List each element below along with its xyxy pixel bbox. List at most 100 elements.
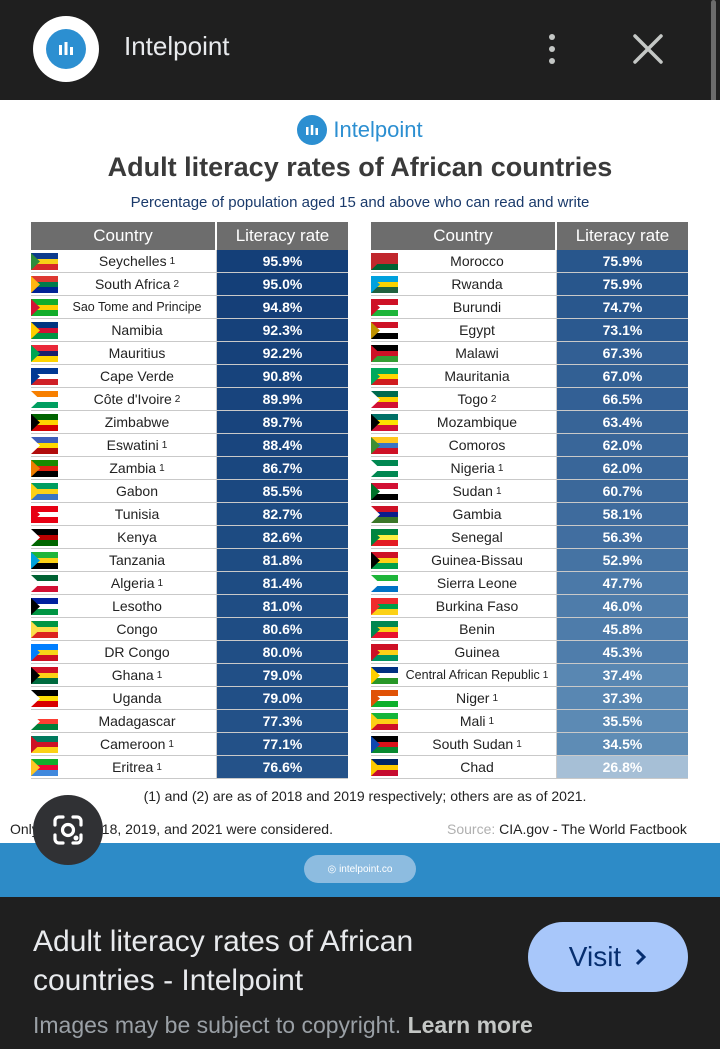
literacy-rate-cell: 79.0%: [217, 687, 348, 709]
country-flag-icon: [371, 460, 398, 477]
country-name: Zambia 1: [58, 457, 217, 479]
country-flag-icon: [31, 644, 58, 661]
preview-image[interactable]: Intelpoint Adult literacy rates of Afric…: [0, 100, 720, 897]
country-name: Algeria 1: [58, 572, 217, 594]
literacy-rate-cell: 62.0%: [557, 434, 688, 456]
literacy-rate-cell: 67.0%: [557, 365, 688, 387]
country-label: Togo: [457, 391, 488, 407]
table-row: Burkina Faso 46.0%: [371, 595, 688, 618]
literacy-rate-cell: 75.9%: [557, 250, 688, 272]
table-row: Benin 45.8%: [371, 618, 688, 641]
country-flag-icon: [371, 322, 398, 339]
literacy-rate-cell: 94.8%: [217, 296, 348, 318]
country-name: Nigeria 1: [398, 457, 557, 479]
country-name: Zimbabwe: [58, 411, 217, 433]
literacy-rate-cell: 58.1%: [557, 503, 688, 525]
country-name: Tunisia: [58, 503, 217, 525]
copyright-text: Images may be subject to copyright.: [33, 1012, 402, 1038]
table-row: Sao Tome and Principe 94.8%: [31, 296, 348, 319]
literacy-rate-cell: 85.5%: [217, 480, 348, 502]
literacy-rate-cell: 52.9%: [557, 549, 688, 571]
country-name: Madagascar: [58, 710, 217, 732]
country-name: Malawi: [398, 342, 557, 364]
table-row: Mauritius 92.2%: [31, 342, 348, 365]
country-label: Burkina Faso: [435, 598, 519, 614]
table-row: Zimbabwe 89.7%: [31, 411, 348, 434]
footnote-marker: 1: [495, 485, 502, 497]
literacy-rate-cell: 88.4%: [217, 434, 348, 456]
infographic-title: Adult literacy rates of African countrie…: [107, 152, 613, 182]
country-flag-icon: [371, 276, 398, 293]
country-label: Namibia: [111, 322, 163, 338]
table-row: Guinea 45.3%: [371, 641, 688, 664]
country-flag-icon: [371, 253, 398, 270]
country-name: South Africa 2: [58, 273, 217, 295]
country-flag-icon: [31, 759, 58, 776]
google-lens-icon[interactable]: [33, 795, 103, 865]
country-flag-icon: [31, 345, 58, 362]
footnote-marker: 2: [490, 393, 497, 405]
country-flag-icon: [371, 736, 398, 753]
country-name: South Sudan 1: [398, 733, 557, 755]
table-row: Eritrea 1 76.6%: [31, 756, 348, 779]
country-label: Zambia: [109, 460, 157, 476]
country-name: Rwanda: [398, 273, 557, 295]
country-label: Congo: [116, 621, 158, 637]
table-row: Mozambique 63.4%: [371, 411, 688, 434]
site-logo[interactable]: [33, 16, 99, 82]
literacy-rate-cell: 74.7%: [557, 296, 688, 318]
country-label: Tunisia: [114, 506, 160, 522]
country-name: Lesotho: [58, 595, 217, 617]
literacy-rate-cell: 95.0%: [217, 273, 348, 295]
country-name: Namibia: [58, 319, 217, 341]
image-title[interactable]: Adult literacy rates of African countrie…: [33, 925, 414, 997]
country-label: Cameroon: [100, 736, 166, 752]
table-row: Senegal 56.3%: [371, 526, 688, 549]
table-row: Rwanda 75.9%: [371, 273, 688, 296]
country-flag-icon: [371, 506, 398, 523]
country-name: Chad: [398, 756, 557, 778]
country-label: Mali: [459, 713, 486, 729]
more-vert-icon[interactable]: [536, 28, 568, 70]
country-label: Guinea-Bissau: [431, 552, 523, 568]
country-flag-icon: [31, 552, 58, 569]
country-label: DR Congo: [104, 644, 170, 660]
country-label: South Sudan: [432, 736, 514, 752]
learn-more-link[interactable]: Learn more: [407, 1012, 533, 1038]
country-flag-icon: [31, 299, 58, 316]
literacy-rate-cell: 37.4%: [557, 664, 688, 686]
close-icon[interactable]: [626, 27, 670, 71]
country-flag-icon: [31, 598, 58, 615]
col-rate-header: Literacy rate: [557, 222, 688, 250]
footnote-marker: 1: [161, 439, 168, 451]
table-row: Cape Verde 90.8%: [31, 365, 348, 388]
country-flag-icon: [31, 322, 58, 339]
visit-button[interactable]: Visit: [528, 922, 688, 992]
literacy-rate-cell: 76.6%: [217, 756, 348, 778]
country-name: Egypt: [398, 319, 557, 341]
country-name: Morocco: [398, 250, 557, 272]
country-flag-icon: [371, 575, 398, 592]
literacy-rate-cell: 77.3%: [217, 710, 348, 732]
country-name: Côte d'Ivoire 2: [58, 388, 217, 410]
country-flag-icon: [31, 690, 58, 707]
visit-label: Visit: [568, 941, 622, 972]
country-flag-icon: [371, 644, 398, 661]
country-flag-icon: [31, 506, 58, 523]
literacy-rate-cell: 62.0%: [557, 457, 688, 479]
table-header: Country Literacy rate: [371, 222, 688, 250]
infographic-brand: Intelpoint: [0, 115, 720, 145]
country-flag-icon: [371, 483, 398, 500]
literacy-rate-cell: 82.7%: [217, 503, 348, 525]
table-row: Cameroon 1 77.1%: [31, 733, 348, 756]
country-label: Rwanda: [451, 276, 503, 292]
country-flag-icon: [371, 529, 398, 546]
country-name: Guinea: [398, 641, 557, 663]
country-name: Sudan 1: [398, 480, 557, 502]
country-flag-icon: [31, 414, 58, 431]
country-label: Sierra Leone: [436, 575, 518, 591]
site-name[interactable]: Intelpoint: [124, 31, 230, 61]
country-name: Congo: [58, 618, 217, 640]
footnote-marker: 1: [157, 577, 164, 589]
country-label: Burundi: [452, 299, 502, 315]
